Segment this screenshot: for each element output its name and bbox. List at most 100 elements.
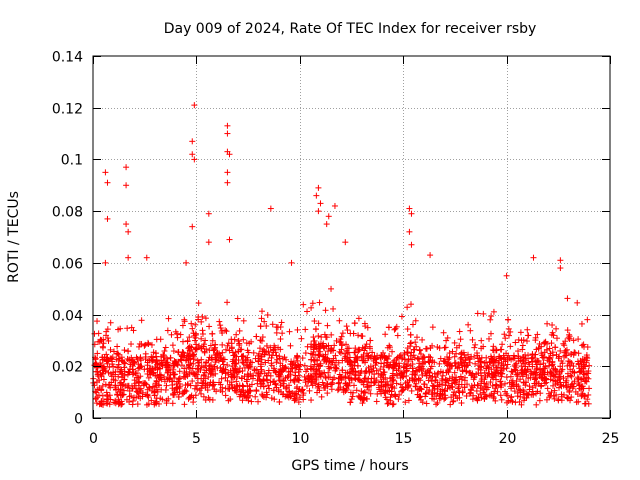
data-point <box>458 360 465 367</box>
data-point <box>561 342 568 349</box>
data-point <box>236 342 243 349</box>
outlier-point <box>267 205 274 212</box>
data-point <box>248 398 255 405</box>
data-point <box>584 355 591 362</box>
data-point <box>340 386 347 393</box>
data-point <box>163 397 170 404</box>
data-point <box>297 361 304 368</box>
data-point <box>508 356 515 363</box>
data-point <box>239 397 246 404</box>
data-point <box>463 367 470 374</box>
data-point <box>363 368 370 375</box>
data-point <box>146 357 153 364</box>
data-point <box>296 394 303 401</box>
data-point <box>583 354 590 361</box>
data-point <box>534 365 541 372</box>
data-point <box>562 379 569 386</box>
data-point <box>181 365 188 372</box>
data-point <box>572 349 579 356</box>
data-point <box>244 376 251 383</box>
data-point <box>186 334 193 341</box>
data-point <box>292 369 299 376</box>
data-point <box>250 372 257 379</box>
data-point <box>164 376 171 383</box>
data-point <box>257 323 264 330</box>
data-point <box>346 361 353 368</box>
data-point <box>285 368 292 375</box>
data-point <box>293 364 300 371</box>
data-point <box>353 387 360 394</box>
data-point <box>564 327 571 334</box>
data-point <box>533 374 540 381</box>
data-point <box>151 392 158 399</box>
data-point <box>163 382 170 389</box>
data-point <box>427 354 434 361</box>
data-point <box>586 385 593 392</box>
data-point <box>498 373 505 380</box>
data-point <box>106 364 113 371</box>
data-point <box>322 375 329 382</box>
data-point <box>501 380 508 387</box>
data-point <box>499 341 506 348</box>
data-point <box>521 367 528 374</box>
data-point <box>508 379 515 386</box>
data-point <box>384 400 391 407</box>
data-point <box>563 394 570 401</box>
data-point <box>225 340 232 347</box>
data-point <box>184 338 191 345</box>
data-point <box>267 379 274 386</box>
data-point <box>529 358 536 365</box>
data-point <box>200 343 207 350</box>
data-point <box>543 346 550 353</box>
data-point <box>158 386 165 393</box>
data-point <box>455 388 462 395</box>
data-point <box>165 315 172 322</box>
data-point <box>159 359 166 366</box>
data-point <box>122 383 129 390</box>
data-point <box>378 360 385 367</box>
data-point <box>468 387 475 394</box>
data-point <box>252 393 259 400</box>
data-point <box>405 397 412 404</box>
data-point <box>338 333 345 340</box>
data-point <box>342 373 349 380</box>
data-point <box>455 385 462 392</box>
x-axis-label: GPS time / hours <box>291 458 408 474</box>
outlier-point <box>226 151 233 158</box>
data-point <box>351 382 358 389</box>
data-point <box>99 382 106 389</box>
data-point <box>316 352 323 359</box>
data-point <box>240 383 247 390</box>
data-point <box>255 398 262 405</box>
data-point <box>553 325 560 332</box>
data-point <box>121 387 128 394</box>
data-point <box>397 352 404 359</box>
data-point <box>94 368 101 375</box>
data-point <box>481 395 488 402</box>
data-point <box>233 331 240 338</box>
data-point <box>519 346 526 353</box>
data-point <box>309 351 316 358</box>
data-point <box>203 367 210 374</box>
data-point <box>550 382 557 389</box>
data-point <box>233 360 240 367</box>
data-point <box>164 369 171 376</box>
data-point <box>129 385 136 392</box>
data-point <box>360 397 367 404</box>
data-point <box>272 380 279 387</box>
data-point <box>300 392 307 399</box>
data-point <box>124 355 131 362</box>
data-point <box>428 378 435 385</box>
data-point <box>412 367 419 374</box>
data-point <box>338 341 345 348</box>
data-point <box>466 390 473 397</box>
data-point <box>533 401 540 408</box>
data-point <box>474 352 481 359</box>
data-point <box>198 335 205 342</box>
data-point <box>245 364 252 371</box>
data-point <box>180 349 187 356</box>
data-point <box>416 347 423 354</box>
data-point <box>456 328 463 335</box>
data-point <box>413 334 420 341</box>
data-point <box>324 390 331 397</box>
